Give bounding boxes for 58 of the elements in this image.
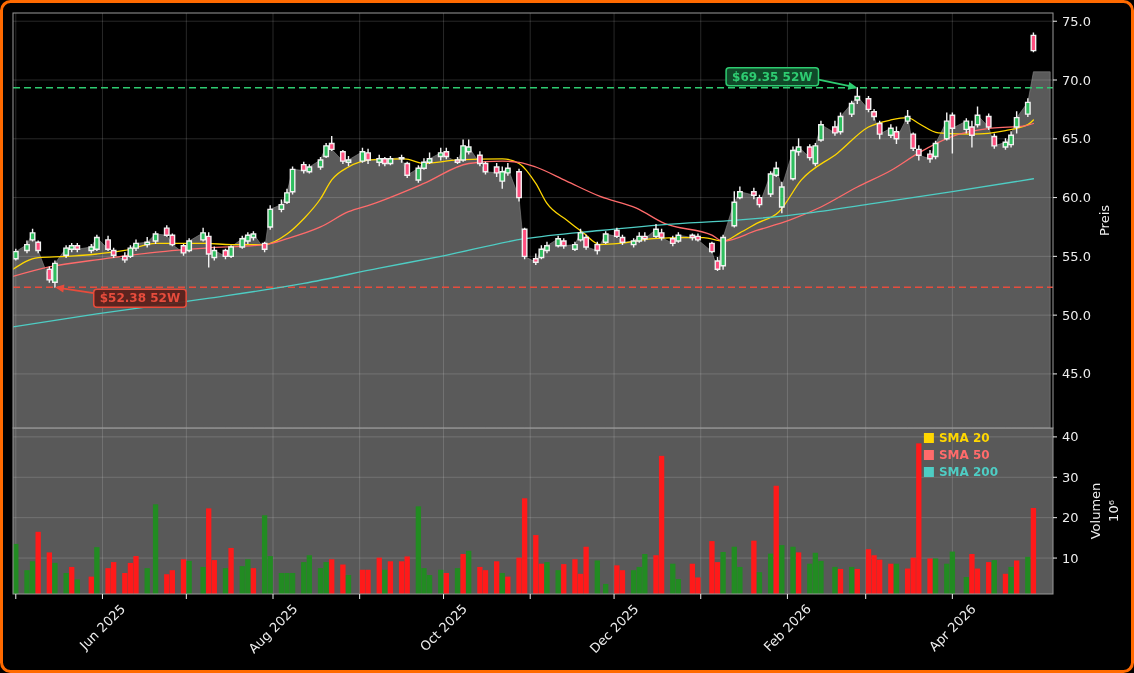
y-tick-label: 55.0 [1062,248,1091,264]
candlestick [1013,110,1020,135]
candlestick [915,144,922,162]
candlestick [317,156,324,171]
candlestick [63,244,70,259]
candlestick [289,165,296,196]
candlestick [376,154,383,168]
candlestick [848,99,855,118]
y-axis-title: Volumen 10⁶ [1088,482,1121,540]
y-tick-label: 75.0 [1062,13,1091,29]
candlestick [1030,31,1037,53]
candlestick [991,132,998,150]
candlestick [267,204,274,231]
candlestick [404,161,411,179]
line-series [13,178,1035,328]
candlestick [904,109,911,125]
y-tick-label: 20 [1062,510,1079,526]
candlestick [398,154,405,164]
y-tick-label: 10 [1062,550,1079,566]
candlestick [152,230,159,245]
candlestick [871,108,878,122]
ref-line-label: $69.35 52W [732,69,813,84]
y-tick-label: 60.0 [1062,190,1091,206]
candlestick [1024,97,1031,118]
candlestick [708,241,715,255]
candlestick [572,241,578,252]
candlestick [778,181,785,215]
y-tick-label: 65.0 [1062,131,1091,147]
y-tick-label: 40 [1062,429,1079,445]
y-axis-title: Preis [1097,204,1112,237]
candlestick [521,226,528,260]
y-tick-label: 70.0 [1062,72,1091,88]
ref-line-label: $52.38 52W [99,291,181,306]
legend-label: SMA 20 [938,431,990,445]
candlestick [24,239,30,255]
legend-label: SMA 50 [938,448,990,462]
candlestick [284,188,290,205]
y-tick-label: 50.0 [1062,307,1091,323]
candlestick [261,241,268,253]
candlestick [110,246,117,259]
candlestick [910,131,917,152]
candlestick [516,168,522,203]
candlestick [602,230,609,245]
y-tick-label: 45.0 [1062,366,1091,382]
candlestick [854,86,861,105]
candlestick [750,186,757,200]
candlestick [613,226,620,239]
y-tick-label: 30 [1062,469,1079,485]
legend-label: SMA 200 [938,465,999,479]
candlestick [985,112,992,131]
candlestick [731,190,738,229]
candlestick [736,185,743,200]
candlestick [278,198,285,213]
candlestick [105,235,111,252]
candlestick [876,119,883,140]
candlestick [594,241,601,256]
candlestick [144,236,151,249]
candlestick [818,119,824,143]
